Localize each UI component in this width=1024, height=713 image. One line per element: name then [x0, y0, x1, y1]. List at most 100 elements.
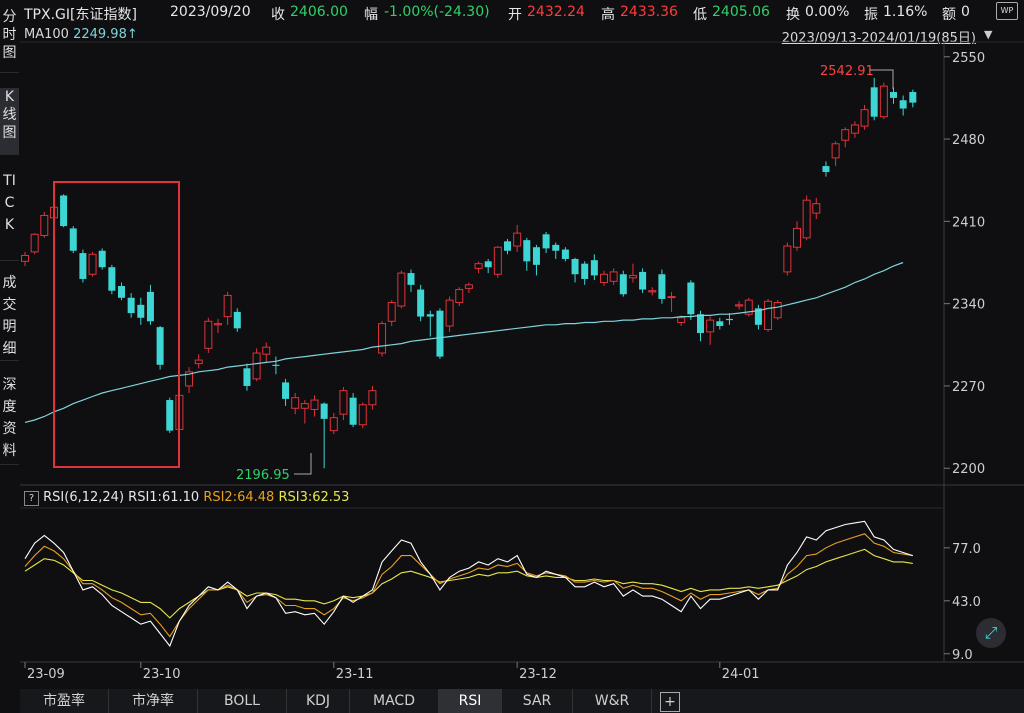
candle — [504, 238, 511, 255]
price-tick-label: 2270 — [952, 380, 985, 395]
candle — [831, 141, 840, 167]
rsi-tick-label: 9.0 — [952, 648, 973, 663]
candle — [368, 385, 377, 410]
tab-pe[interactable]: 市盈率 — [20, 689, 109, 713]
rsi3-line — [24, 548, 913, 619]
candle — [282, 378, 290, 406]
sidebar-item-timeshare[interactable]: 分时图 — [0, 8, 19, 73]
candle — [764, 298, 773, 332]
candle — [609, 268, 618, 285]
candle — [349, 393, 357, 428]
rsi-name: RSI(6,12,24) — [43, 490, 125, 505]
candle — [339, 387, 348, 421]
change-value: -1.00%(-24.30) — [384, 4, 490, 20]
candle — [320, 402, 328, 469]
candle — [812, 197, 821, 219]
sidebar-item-trades[interactable]: 成交明细 — [0, 272, 19, 361]
price-tick-label: 2200 — [952, 462, 985, 477]
candle — [214, 318, 222, 334]
candle — [108, 264, 116, 295]
candle — [687, 280, 695, 321]
candle — [262, 342, 271, 363]
candle — [146, 284, 154, 325]
candle — [706, 316, 715, 345]
candle — [417, 284, 425, 322]
candle — [98, 248, 106, 270]
candle — [899, 95, 907, 116]
rsi2-value: 64.48 — [237, 490, 275, 505]
candle — [754, 304, 762, 330]
rsi2-label: RSI2: — [203, 490, 238, 505]
candle — [532, 244, 540, 276]
window-icon[interactable]: WP — [996, 2, 1018, 20]
help-icon[interactable]: ? — [24, 491, 39, 506]
price-axis: 2200 2270 2340 2410 2480 2550 — [944, 51, 985, 477]
candle — [890, 87, 897, 104]
amplitude-label: 振 — [864, 7, 878, 23]
tab-kdj[interactable]: KDJ — [287, 689, 350, 713]
candle — [773, 300, 782, 321]
rsi-axis: 9.0 43.0 77.0 — [944, 542, 981, 663]
ma-arrow-icon: ↑ — [126, 27, 138, 42]
quote-header: TPX.GI[东证指数] 2023/09/20 收 2406.00 幅 -1.0… — [0, 0, 1024, 24]
tab-rsi[interactable]: RSI — [439, 689, 502, 713]
price-tick-label: 2410 — [952, 215, 985, 230]
tab-macd[interactable]: MACD — [350, 689, 439, 713]
candle — [243, 363, 251, 391]
candle — [21, 251, 29, 267]
candle — [802, 195, 811, 241]
candle — [464, 282, 473, 294]
tab-wr[interactable]: W&R — [573, 689, 652, 713]
candle — [909, 89, 917, 108]
candle — [870, 77, 878, 121]
candle — [879, 82, 888, 120]
sidebar-item-depth[interactable]: 深度资料 — [0, 374, 19, 465]
sidebar-item-kline[interactable]: K线图 — [0, 88, 19, 155]
low-annotation: 2196.95 — [236, 453, 312, 483]
price-tick-label: 2550 — [952, 51, 985, 66]
date-tick-label: 24-01 — [722, 667, 760, 682]
rsi-legend: ? RSI(6,12,24) RSI1:61.10 RSI2:64.48 RSI… — [24, 490, 349, 506]
indicator-tabs: 市盈率 市净率 BOLL KDJ MACD RSI SAR W&R + — [20, 689, 1024, 713]
date-tick-label: 23-11 — [336, 667, 374, 682]
low-annotation-label: 2196.95 — [236, 468, 290, 483]
candle — [79, 249, 87, 283]
amount-value: 0 — [961, 4, 970, 20]
tab-pb[interactable]: 市净率 — [109, 689, 198, 713]
candle — [291, 393, 300, 415]
open-label: 开 — [508, 7, 522, 23]
high-annotation: 2542.91 — [820, 64, 894, 89]
expand-icon[interactable]: ⤢ — [976, 618, 1006, 648]
candle — [523, 237, 531, 271]
candle — [667, 291, 676, 312]
candle — [88, 251, 97, 277]
candle — [204, 317, 213, 354]
candle — [127, 293, 135, 318]
change-label: 幅 — [364, 7, 378, 23]
sidebar: 分时图 K线图 TICK 成交明细 深度资料 — [0, 0, 20, 690]
candle — [156, 325, 164, 370]
tab-sar[interactable]: SAR — [502, 689, 573, 713]
candle — [40, 211, 49, 238]
sidebar-item-tick[interactable]: TICK — [0, 170, 19, 261]
candle — [310, 395, 319, 417]
tab-boll[interactable]: BOLL — [198, 689, 287, 713]
candle — [639, 268, 647, 294]
rsi-tick-label: 77.0 — [952, 542, 981, 557]
add-tab-icon[interactable]: + — [660, 692, 680, 712]
candle — [561, 247, 569, 262]
candle — [648, 287, 657, 296]
rsi3-value: 62.53 — [312, 490, 350, 505]
candle — [185, 367, 194, 393]
range-dropdown-icon[interactable]: ▼ — [984, 28, 993, 41]
close-label: 收 — [271, 7, 285, 23]
candle — [426, 310, 434, 337]
price-chart: 2200 2270 2340 2410 2480 2550 2542.91 2196.95… — [20, 41, 1024, 682]
candle — [658, 269, 666, 304]
date: 2023/09/20 — [170, 4, 251, 20]
candle — [300, 400, 309, 424]
date-tick-label: 23-12 — [519, 667, 557, 682]
candle — [194, 354, 203, 369]
close-value: 2406.00 — [290, 4, 348, 20]
candle — [493, 246, 502, 278]
